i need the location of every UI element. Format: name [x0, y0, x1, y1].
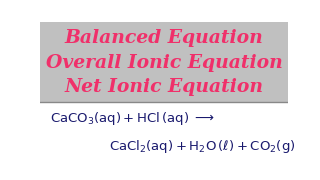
Bar: [40, 102, 288, 160]
Text: Net Ionic Equation: Net Ionic Equation: [65, 78, 263, 96]
Text: Balanced Equation: Balanced Equation: [65, 29, 263, 47]
Text: Overall Ionic Equation: Overall Ionic Equation: [46, 54, 282, 72]
Text: $\mathrm{CaCl_2(aq) + H_2O\,(\ell) + CO_2(g)}$: $\mathrm{CaCl_2(aq) + H_2O\,(\ell) + CO_…: [109, 138, 296, 155]
Text: $\mathrm{CaCO_3(aq) + HCl\,(aq)\;\longrightarrow}$: $\mathrm{CaCO_3(aq) + HCl\,(aq)\;\longri…: [50, 110, 215, 127]
Bar: [40, 22, 288, 102]
